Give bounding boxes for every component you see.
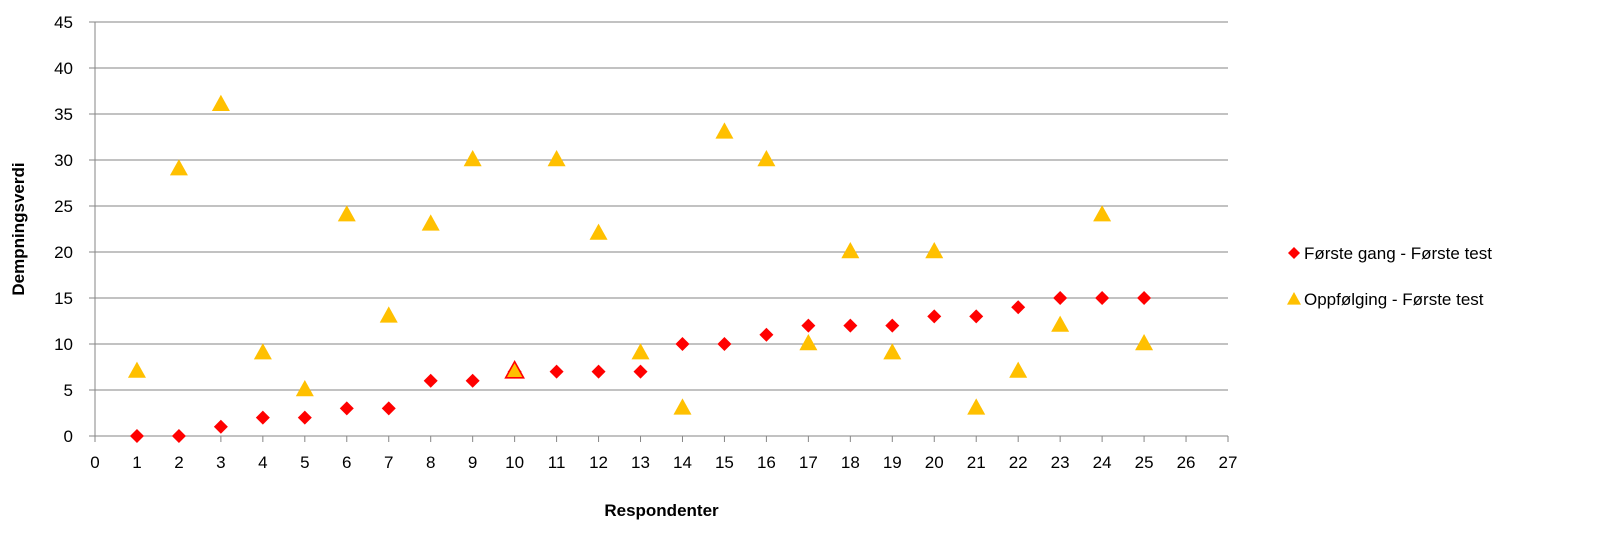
x-tick-label: 7 <box>384 453 393 472</box>
x-tick-label: 5 <box>300 453 309 472</box>
data-point-forste-gang <box>255 410 270 425</box>
x-tick-label: 8 <box>426 453 435 472</box>
x-tick-label: 24 <box>1093 453 1112 472</box>
y-tick-label: 40 <box>54 59 73 78</box>
data-point-forste-gang <box>591 364 606 379</box>
data-point-forste-gang <box>129 429 144 443</box>
data-point-forste-gang <box>1011 300 1026 315</box>
data-point-oppfolging <box>631 343 650 360</box>
data-point-oppfolging <box>463 150 482 167</box>
data-point-forste-gang <box>633 364 648 379</box>
y-tick-label: 0 <box>64 427 73 446</box>
x-tick-label: 18 <box>841 453 860 472</box>
y-tick-label: 30 <box>54 151 73 170</box>
legend: Første gang - Første test Oppfølging - Fø… <box>1287 244 1492 309</box>
data-point-oppfolging <box>295 380 314 397</box>
data-point-oppfolging <box>715 122 734 139</box>
data-point-forste-gang <box>717 337 732 351</box>
data-point-forste-gang <box>297 410 312 425</box>
x-tick-label: 2 <box>174 453 183 472</box>
x-tick-label: 16 <box>757 453 776 472</box>
x-tick-label: 4 <box>258 453 267 472</box>
x-tick-label: 14 <box>673 453 692 472</box>
data-point-oppfolging <box>673 398 692 415</box>
x-tick-label: 3 <box>216 453 225 472</box>
data-point-forste-gang <box>1095 291 1110 305</box>
data-point-forste-gang <box>1053 291 1068 305</box>
legend-label-oppfolging: Oppfølging - Første test <box>1304 290 1484 309</box>
data-point-oppfolging <box>253 343 272 360</box>
x-tick-label: 23 <box>1051 453 1070 472</box>
data-point-oppfolging <box>799 334 818 351</box>
x-tick-label: 15 <box>715 453 734 472</box>
data-point-forste-gang <box>885 318 900 333</box>
data-point-forste-gang <box>843 318 858 333</box>
data-point-forste-gang <box>675 337 690 351</box>
data-point-forste-gang <box>381 401 396 416</box>
y-tick-label: 15 <box>54 289 73 308</box>
gridlines <box>95 21 1228 391</box>
data-point-oppfolging <box>337 205 356 222</box>
y-axis-title: Dempningsverdi <box>9 162 28 295</box>
data-point-oppfolging <box>547 150 566 167</box>
data-point-oppfolging <box>1135 334 1154 351</box>
x-tick-label: 26 <box>1177 453 1196 472</box>
x-axis-title: Respondenter <box>604 501 719 520</box>
data-point-forste-gang <box>465 373 480 388</box>
legend-marker-forste-gang <box>1288 247 1300 259</box>
data-point-forste-gang <box>1137 291 1152 305</box>
x-tick-label: 9 <box>468 453 477 472</box>
y-tick-label: 25 <box>54 197 73 216</box>
x-tick-label: 17 <box>799 453 818 472</box>
y-tick-label: 10 <box>54 335 73 354</box>
legend-marker-oppfolging <box>1287 292 1301 305</box>
y-tick-label: 5 <box>64 381 73 400</box>
data-point-oppfolging <box>169 159 188 176</box>
data-point-oppfolging <box>1051 315 1070 332</box>
x-tick-label: 1 <box>132 453 141 472</box>
data-point-oppfolging <box>841 242 860 259</box>
data-point-forste-gang <box>927 309 942 324</box>
data-point-oppfolging <box>883 343 902 360</box>
data-point-oppfolging <box>127 361 146 378</box>
x-tick-label: 12 <box>589 453 608 472</box>
data-point-forste-gang <box>759 327 774 342</box>
x-tick-label: 21 <box>967 453 986 472</box>
data-point-forste-gang <box>423 373 438 388</box>
x-tick-label: 25 <box>1135 453 1154 472</box>
data-point-oppfolging <box>757 150 776 167</box>
data-point-oppfolging <box>967 398 986 415</box>
data-point-oppfolging <box>421 214 440 231</box>
data-point-oppfolging <box>379 306 398 323</box>
x-tick-label: 0 <box>90 453 99 472</box>
data-point-oppfolging <box>211 94 230 111</box>
x-tick-label: 27 <box>1219 453 1238 472</box>
x-tick-label: 13 <box>631 453 650 472</box>
data-point-forste-gang <box>549 364 564 379</box>
y-tick-label: 20 <box>54 243 73 262</box>
x-tick-label: 19 <box>883 453 902 472</box>
x-tick-label: 22 <box>1009 453 1028 472</box>
y-tick-label: 45 <box>54 13 73 32</box>
data-point-oppfolging <box>1009 361 1028 378</box>
data-point-forste-gang <box>969 309 984 324</box>
x-tick-label: 6 <box>342 453 351 472</box>
data-point-oppfolging <box>1093 205 1112 222</box>
data-point-forste-gang <box>339 401 354 416</box>
x-tick-label: 11 <box>548 453 566 472</box>
plot-series <box>127 94 1154 443</box>
y-tick-label: 35 <box>54 105 73 124</box>
data-point-oppfolging <box>589 223 608 240</box>
data-point-forste-gang <box>801 318 816 333</box>
legend-label-forste-gang: Første gang - Første test <box>1304 244 1492 263</box>
x-tick-label: 20 <box>925 453 944 472</box>
data-point-oppfolging <box>925 242 944 259</box>
x-tick-label: 10 <box>505 453 524 472</box>
data-point-oppfolging <box>504 359 525 379</box>
data-point-forste-gang <box>171 429 186 443</box>
data-point-forste-gang <box>213 419 228 434</box>
